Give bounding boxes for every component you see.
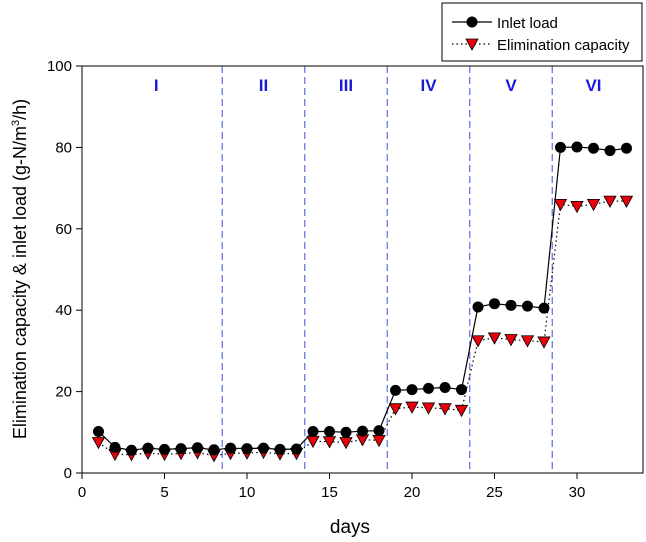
point-inlet-load <box>538 302 550 314</box>
point-elimination-capacity <box>520 335 535 348</box>
point-inlet-load <box>192 442 203 454</box>
legend-label-inlet-load: Inlet load <box>497 15 558 32</box>
point-inlet-load <box>604 145 616 157</box>
legend-marker-inlet-load <box>466 16 478 28</box>
point-inlet-load <box>126 444 137 456</box>
phase-label: III <box>339 76 353 95</box>
x-axis-label: days <box>330 517 370 538</box>
point-inlet-load <box>109 441 121 453</box>
point-inlet-load <box>423 382 434 394</box>
point-elimination-capacity <box>619 195 634 208</box>
point-elimination-capacity <box>438 403 452 416</box>
y-tick-label: 0 <box>64 465 72 482</box>
point-inlet-load <box>555 141 566 153</box>
phase-label: V <box>505 76 517 95</box>
point-inlet-load <box>406 384 418 396</box>
y-tick-label: 20 <box>55 384 72 401</box>
phase-label: VI <box>585 76 601 95</box>
y-tick-label: 80 <box>55 139 72 156</box>
point-elimination-capacity <box>454 404 469 418</box>
point-elimination-capacity <box>537 336 551 349</box>
point-elimination-capacity <box>405 401 419 414</box>
phase-label: IV <box>420 76 437 95</box>
legend: Inlet load Elimination capacity <box>441 2 643 62</box>
point-elimination-capacity <box>570 201 584 214</box>
point-elimination-capacity <box>586 198 601 212</box>
point-inlet-load <box>439 382 451 394</box>
point-inlet-load <box>390 384 401 396</box>
legend-label-elimination-capacity: Elimination capacity <box>497 37 630 54</box>
point-inlet-load <box>291 443 302 455</box>
point-inlet-load <box>357 425 368 437</box>
point-inlet-load <box>340 426 352 438</box>
point-inlet-load <box>621 142 632 154</box>
point-inlet-load <box>472 301 484 313</box>
x-tick-label: 10 <box>239 484 256 501</box>
x-axis: 0 5 10 15 20 25 30 <box>78 473 586 501</box>
series-layer <box>91 141 634 463</box>
point-inlet-load <box>274 443 286 455</box>
y-axis-label-tail: /h) <box>10 99 30 120</box>
x-tick-label: 0 <box>78 484 86 501</box>
x-tick-label: 20 <box>404 484 421 501</box>
point-inlet-load <box>456 384 467 396</box>
point-inlet-load <box>142 442 154 454</box>
y-axis-label: Elimination capacity & inlet load (g-N/m… <box>10 99 30 439</box>
point-elimination-capacity <box>603 195 617 208</box>
plot-frame <box>81 65 644 474</box>
point-inlet-load <box>225 442 236 454</box>
y-axis: 0 20 40 60 80 100 <box>47 58 82 482</box>
y-axis-label-main: Elimination capacity & inlet load (g-N/m <box>10 126 30 439</box>
x-tick-label: 5 <box>160 484 168 501</box>
point-inlet-load <box>159 443 170 455</box>
point-inlet-load <box>208 444 220 456</box>
y-tick-label: 40 <box>55 302 72 319</box>
phase-labels: I II III IV V VI <box>154 76 602 95</box>
point-inlet-load <box>175 443 187 455</box>
point-inlet-load <box>241 443 253 455</box>
y-tick-label: 60 <box>55 221 72 238</box>
x-tick-label: 25 <box>486 484 503 501</box>
x-tick-label: 15 <box>321 484 338 501</box>
phase-boundaries <box>221 66 553 473</box>
x-tick-label: 30 <box>569 484 586 501</box>
point-inlet-load <box>505 299 517 311</box>
point-inlet-load <box>258 442 269 454</box>
point-elimination-capacity <box>504 334 518 347</box>
point-elimination-capacity <box>471 335 485 348</box>
point-inlet-load <box>522 300 533 312</box>
point-inlet-load <box>324 425 335 437</box>
point-inlet-load <box>93 425 104 437</box>
point-elimination-capacity <box>421 402 436 415</box>
phase-label: II <box>259 76 268 95</box>
point-inlet-load <box>588 142 599 154</box>
y-tick-label: 100 <box>47 58 72 75</box>
point-inlet-load <box>307 425 319 437</box>
phase-label: I <box>154 76 159 95</box>
point-elimination-capacity <box>487 332 502 345</box>
point-inlet-load <box>489 298 500 310</box>
point-inlet-load <box>373 425 385 437</box>
legend-box <box>441 2 643 62</box>
y-axis-label-superscript: 3 <box>10 120 22 126</box>
point-elimination-capacity <box>388 403 403 416</box>
point-inlet-load <box>571 141 583 153</box>
legend-marker-elimination-capacity <box>465 38 479 51</box>
point-elimination-capacity <box>91 437 106 450</box>
point-elimination-capacity <box>553 198 568 212</box>
